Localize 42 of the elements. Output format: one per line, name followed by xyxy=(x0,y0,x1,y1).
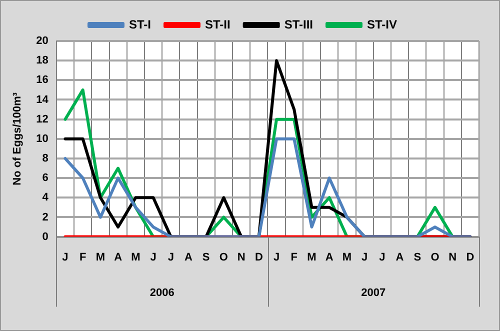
x-tick-label: J xyxy=(150,251,156,264)
x-tick-label: M xyxy=(96,251,106,264)
y-tick-label: 10 xyxy=(36,132,48,145)
x-tick-label: O xyxy=(219,251,228,264)
x-tick-label: F xyxy=(290,251,298,264)
x-tick-label: D xyxy=(254,251,263,264)
x-tick-label: J xyxy=(62,251,68,264)
y-tick-label: 16 xyxy=(36,74,48,86)
y-tick-label: 8 xyxy=(42,152,48,165)
y-tick-label: 0 xyxy=(42,230,48,243)
x-tick-label: J xyxy=(379,251,386,264)
y-tick-label: 2 xyxy=(42,211,48,224)
x-tick-label: M xyxy=(307,251,316,264)
legend-label: ST-I xyxy=(128,17,152,32)
x-tick-label: A xyxy=(325,251,334,264)
legend-label: ST-II xyxy=(204,17,230,32)
x-tick-label: J xyxy=(361,251,368,264)
y-tick-label: 20 xyxy=(36,35,48,48)
y-axis-title: No of Eggs/100m³ xyxy=(12,92,24,186)
x-tick-label: A xyxy=(114,251,122,264)
text: 2006 xyxy=(150,286,174,299)
y-tick-label: 18 xyxy=(36,54,48,67)
x-tick-label: M xyxy=(342,251,352,264)
y-tick-label: 14 xyxy=(36,94,50,106)
text: 2007 xyxy=(361,286,386,299)
x-tick-label: A xyxy=(184,251,193,264)
x-tick-label: N xyxy=(237,251,246,264)
x-tick-label: D xyxy=(466,251,474,264)
y-tick-label: 12 xyxy=(36,113,48,126)
y-tick-label: 4 xyxy=(42,192,50,204)
legend-label: ST-III xyxy=(284,17,314,32)
x-tick-label: S xyxy=(202,251,210,264)
x-tick-label: N xyxy=(448,251,457,264)
y-tick-label: 6 xyxy=(42,172,48,184)
x-tick-label: J xyxy=(273,251,280,264)
x-tick-label: O xyxy=(430,251,440,264)
x-tick-label: S xyxy=(414,251,422,264)
x-tick-label: M xyxy=(131,251,140,264)
x-tick-label: F xyxy=(79,251,86,264)
x-tick-label: J xyxy=(168,251,174,264)
x-tick-label: A xyxy=(396,251,404,264)
legend-label: ST-IV xyxy=(367,17,398,32)
